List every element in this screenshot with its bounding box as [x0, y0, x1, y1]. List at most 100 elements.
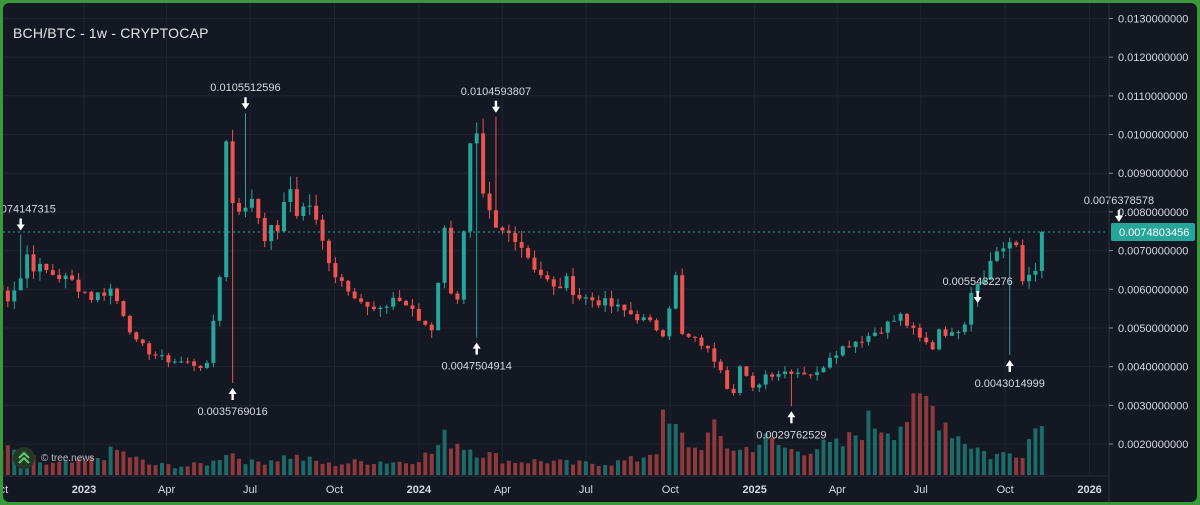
volume-bar: [269, 460, 274, 475]
volume-bar: [31, 455, 36, 475]
volume-bar: [371, 464, 376, 475]
volume-bar: [590, 463, 595, 475]
arrow-up-icon: [228, 388, 237, 401]
volume-bar: [718, 436, 723, 475]
volume-bar: [712, 419, 717, 475]
candle-body: [872, 332, 877, 336]
candle-body: [378, 307, 383, 310]
candle-body: [70, 275, 75, 280]
volume-bar: [680, 432, 685, 475]
candle-body: [680, 275, 685, 334]
volume-bar: [924, 395, 929, 475]
volume-bar: [699, 450, 704, 475]
candle-body: [391, 297, 396, 307]
volume-bar: [770, 438, 775, 475]
candle-body: [609, 298, 614, 307]
candle-body: [217, 277, 222, 321]
candle-body: [115, 288, 120, 302]
candle-body: [917, 327, 922, 338]
volume-bar: [108, 446, 113, 475]
volume-bar: [378, 461, 383, 475]
volume-bar: [545, 463, 550, 475]
candle-body: [538, 269, 543, 276]
volume-bar: [127, 457, 132, 475]
volume-bar: [969, 448, 974, 475]
candle-body: [590, 297, 595, 301]
candle-body: [147, 343, 152, 355]
volume-bar: [282, 455, 287, 475]
arrow-down-icon: [241, 97, 250, 110]
candle-body: [262, 218, 267, 242]
volume-bar: [500, 463, 505, 475]
volume-bar: [307, 456, 312, 475]
candle-body: [673, 275, 678, 309]
candle-body: [847, 346, 852, 348]
volume-bar: [860, 440, 865, 475]
candle-body: [320, 219, 325, 241]
volume-bar: [815, 449, 820, 475]
candle-body: [808, 374, 813, 376]
volume-bar: [603, 465, 608, 475]
y-tick-label: 0.0110000000: [1118, 91, 1188, 103]
volume-bar: [853, 435, 858, 475]
candle-body: [1020, 245, 1025, 282]
candle-body: [866, 335, 871, 342]
volume-bar: [879, 432, 884, 475]
candle-body: [5, 290, 10, 302]
candle-body: [686, 333, 691, 337]
volume-bar: [949, 438, 954, 475]
volume-bar: [1027, 439, 1032, 475]
watermark: © tree.news: [13, 446, 95, 470]
candle-body: [384, 306, 389, 308]
candle-body: [37, 263, 42, 272]
volume-bar: [44, 464, 49, 475]
volume-bar: [532, 459, 537, 475]
candle-body: [693, 336, 698, 338]
candle-body: [660, 330, 665, 337]
candle-body: [956, 332, 961, 334]
candle-body: [282, 202, 287, 232]
candle-body: [474, 133, 479, 144]
candle-body: [892, 320, 897, 322]
candle-body: [198, 365, 203, 368]
volume-bar: [538, 461, 543, 475]
volume-bar: [943, 422, 948, 475]
watermark-text: © tree.news: [41, 452, 95, 464]
candle-body: [596, 300, 601, 306]
x-tick-label: 2023: [72, 484, 96, 496]
tree-news-logo-icon: [13, 447, 35, 469]
candle-body: [243, 207, 248, 212]
candle-body: [359, 298, 364, 302]
candle-body: [815, 372, 820, 375]
volume-bar: [70, 462, 75, 475]
candle-body: [770, 374, 775, 377]
volume-bar: [872, 428, 877, 475]
candle-body: [121, 301, 126, 316]
x-tick-label: Jul: [914, 484, 928, 496]
candle-body: [455, 293, 460, 300]
volume-bar: [609, 465, 614, 475]
candle-body: [436, 282, 441, 331]
volume-bar: [686, 447, 691, 475]
candle-body: [583, 297, 588, 299]
candle-body: [840, 346, 845, 356]
volume-bar: [50, 462, 55, 475]
candle-body: [429, 324, 434, 331]
candle-body: [885, 321, 890, 333]
candle-body: [802, 372, 807, 375]
candle-body: [275, 225, 280, 232]
arrow-down-icon: [1114, 209, 1123, 222]
candlestick-chart[interactable]: 0.0074147315 0.0105512596 0.0035769016 0.01…: [3, 3, 1197, 502]
candle-body: [204, 362, 209, 368]
candle-body: [821, 367, 826, 373]
candle-body: [725, 370, 730, 389]
current-price-badge: [1111, 223, 1195, 242]
y-tick-label: 0.0050000000: [1118, 323, 1188, 335]
volume-bar: [224, 455, 229, 475]
volume-bar: [1007, 453, 1012, 475]
candle-body: [249, 198, 254, 208]
candle-body: [551, 279, 556, 287]
volume-bar: [917, 393, 922, 475]
candle-body: [416, 308, 421, 321]
candle-body: [911, 325, 916, 328]
